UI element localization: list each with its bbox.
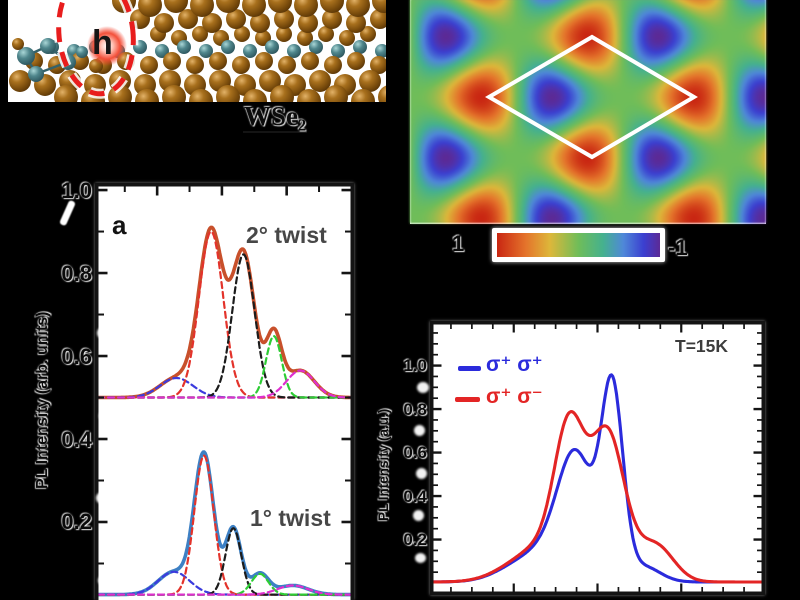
halo-artifact <box>97 327 110 339</box>
twist-2deg-annotation: 2° twist <box>246 222 327 248</box>
atomic-lattice-illustration <box>9 0 386 102</box>
twist-1deg-annotation: 1° twist <box>250 505 331 531</box>
polarization-pl-plot <box>430 321 765 595</box>
halo-artifact <box>416 468 427 479</box>
legend-label-crosspolarized: σ⁺ σ⁻ <box>486 385 543 408</box>
moire-potential-panel <box>409 0 767 224</box>
legend-line-crosspolarized <box>455 397 480 402</box>
legend-line-copolarized <box>458 366 481 371</box>
colorbar-max-label: 1 <box>452 231 465 256</box>
ytick-label: 0.8 <box>403 399 427 419</box>
halo-artifact <box>96 492 109 504</box>
halo-artifact <box>413 510 424 521</box>
panel-a-label: a <box>112 210 127 240</box>
halo-artifact <box>98 575 111 586</box>
halo-artifact <box>59 199 76 227</box>
ytick-label: 0.6 <box>61 343 92 369</box>
ytick-label: 0.6 <box>403 443 427 463</box>
ytick-label: 0.4 <box>403 486 427 506</box>
moire-unit-cell-overlay <box>485 34 698 160</box>
colorbar <box>492 228 665 262</box>
polarization-plot-ylabel: PL Intensity (a.u.) <box>376 408 391 522</box>
pl-spectra-plot <box>95 183 354 600</box>
ytick-label: 0.8 <box>61 260 92 286</box>
material-label-text: WSe₂ <box>242 101 308 133</box>
ytick-label: 1.0 <box>61 177 92 203</box>
temperature-label: T=15K <box>675 336 729 356</box>
colorbar-gradient <box>497 233 660 257</box>
legend-label-copolarized: σ⁺ σ⁺ <box>486 353 543 376</box>
crystal-structure-panel: h <box>8 0 386 102</box>
hole-label: h <box>92 24 113 62</box>
material-label: WSe₂ <box>220 101 330 133</box>
halo-artifact <box>414 425 425 436</box>
ytick-label: 0.2 <box>403 530 427 550</box>
unit-cell-rhombus <box>485 34 698 160</box>
halo-artifact <box>417 382 429 393</box>
ytick-label: 0.2 <box>61 509 92 535</box>
halo-artifact <box>99 410 112 422</box>
halo-artifact <box>100 243 114 255</box>
hole-glow <box>87 26 127 66</box>
ytick-label: 1.0 <box>403 356 427 376</box>
hole-highlight-ellipse <box>53 0 139 99</box>
ytick-label: 0.4 <box>61 426 92 452</box>
colorbar-min-label: -1 <box>668 235 688 260</box>
halo-artifact <box>415 553 426 563</box>
